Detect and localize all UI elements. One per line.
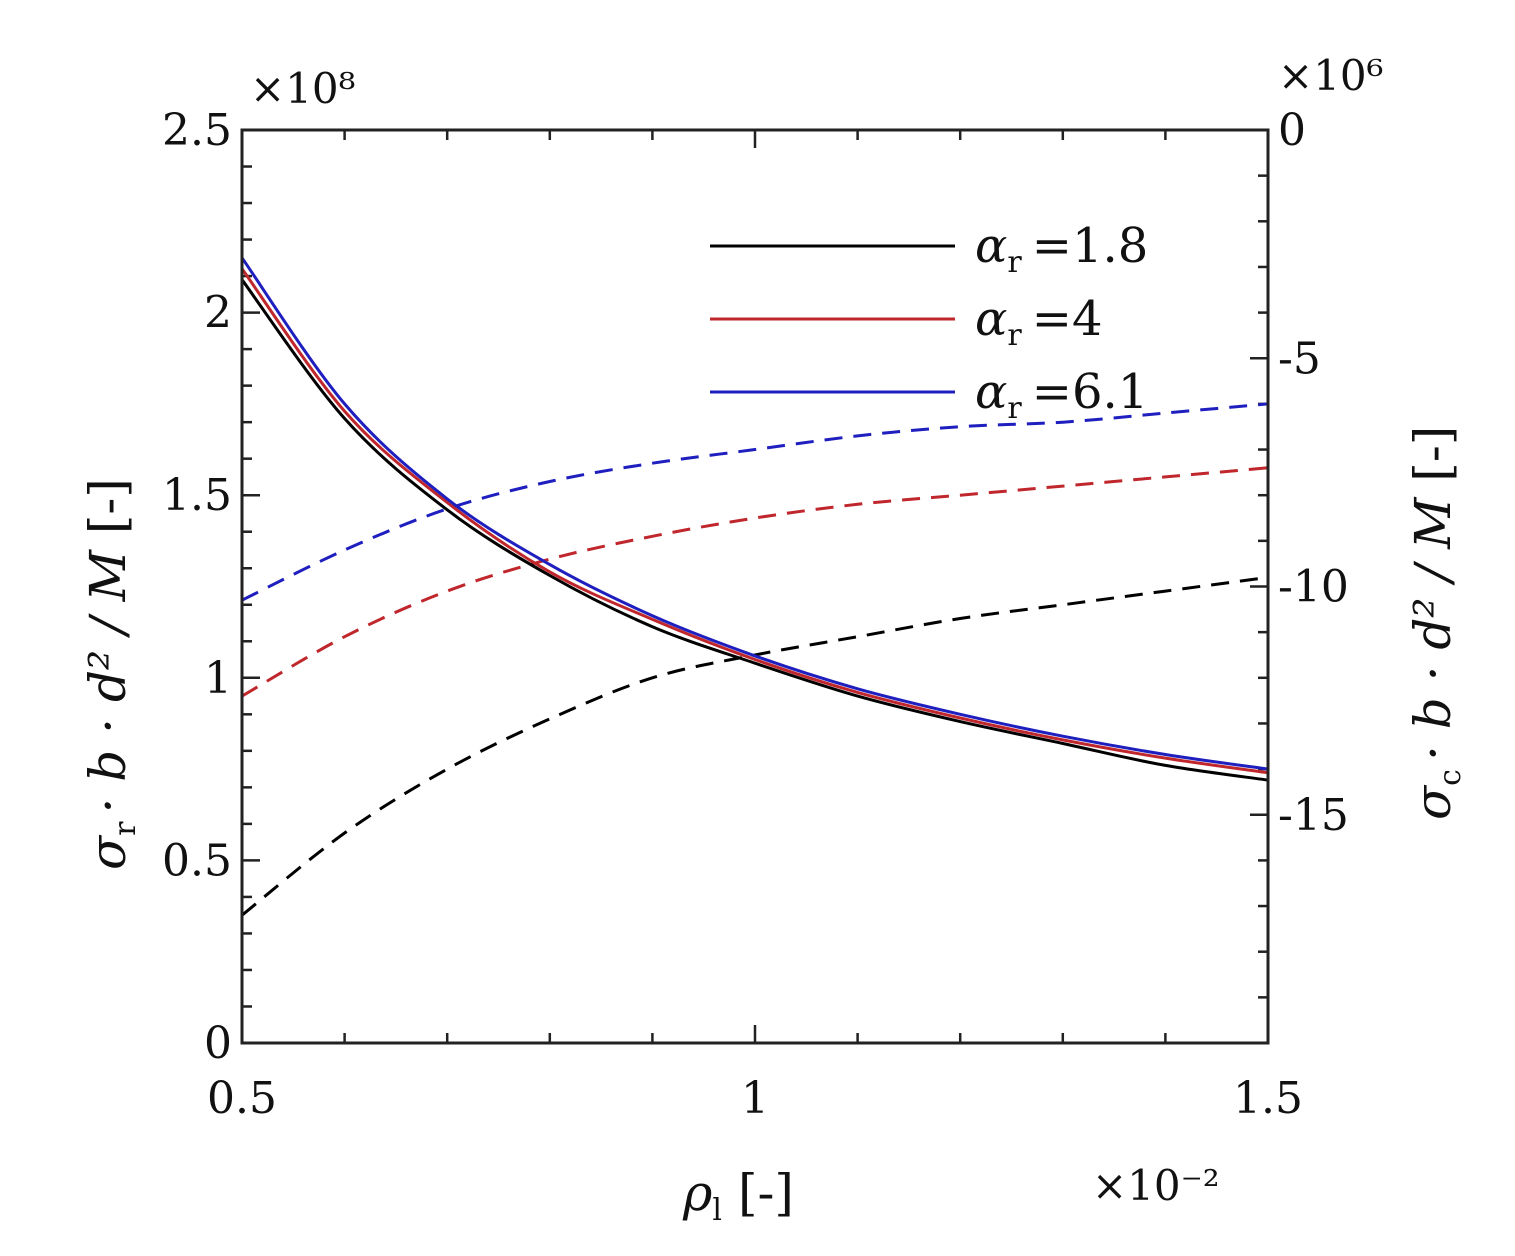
legend-label: αr =1.8 <box>975 218 1148 280</box>
y-right-tick-label: -10 <box>1278 562 1349 613</box>
y-left-label-symbol: σ <box>79 834 137 870</box>
y-right-multiplier: ×10⁶ <box>1278 51 1383 100</box>
legend-label: αr =6.1 <box>975 364 1148 426</box>
series-lines <box>240 256 1269 917</box>
legend-label: αr =4 <box>975 291 1103 353</box>
series-line-dashed-5 <box>241 402 1269 602</box>
y-left-multiplier: ×10⁸ <box>250 64 355 113</box>
y-left-tick-label: 1.5 <box>162 470 232 521</box>
y-right-tick-label: -15 <box>1278 790 1349 841</box>
y-right-label-expression: · b · d² / M <box>1404 496 1462 761</box>
legend: αr =1.8 αr =4 αr =6.1 <box>710 218 1148 426</box>
x-axis-label: ρl [-] <box>682 1164 794 1228</box>
y-left-tick-label: 2 <box>204 288 232 339</box>
y-right-label-subscript: c <box>1433 769 1468 786</box>
y-left-label-subscript: r <box>108 821 143 836</box>
y-right-label-symbol: σ <box>1404 784 1462 820</box>
y-left-label-unit: [-] <box>79 478 137 534</box>
x-tick-label: 1 <box>741 1073 769 1124</box>
y-right-label-unit: [-] <box>1404 426 1462 482</box>
x-axis-label-symbol: ρ <box>682 1164 713 1222</box>
x-multiplier: ×10⁻² <box>1092 1161 1220 1210</box>
x-tick-label: 0.5 <box>207 1073 277 1124</box>
y-right-tick-label: 0 <box>1278 105 1306 156</box>
plot-frame <box>240 128 1270 1045</box>
y-left-label-expression: · b · d² / M <box>79 548 137 813</box>
series-line-solid-2 <box>240 256 1269 771</box>
y-right-axis-label: σc · b · d² / M [-] <box>1404 426 1468 820</box>
tick-labels: 0.5 1 1.500.511.522.5 0-5-10-15 <box>162 105 1349 1124</box>
x-tick-label: 1.5 <box>1233 1073 1303 1124</box>
y-left-tick-label: 1 <box>204 653 232 704</box>
y-left-tick-label: 2.5 <box>162 105 232 156</box>
series-line-solid-1 <box>240 267 1269 775</box>
y-left-tick-label: 0 <box>204 1018 232 1069</box>
x-axis-label-subscript: l <box>712 1193 722 1228</box>
series-line-solid-0 <box>240 278 1269 782</box>
y-right-tick-label: -5 <box>1278 333 1321 384</box>
x-axis-label-unit: [-] <box>738 1164 794 1222</box>
y-left-tick-label: 0.5 <box>162 835 232 886</box>
y-left-axis-label: σr · b · d² / M [-] <box>79 478 143 870</box>
